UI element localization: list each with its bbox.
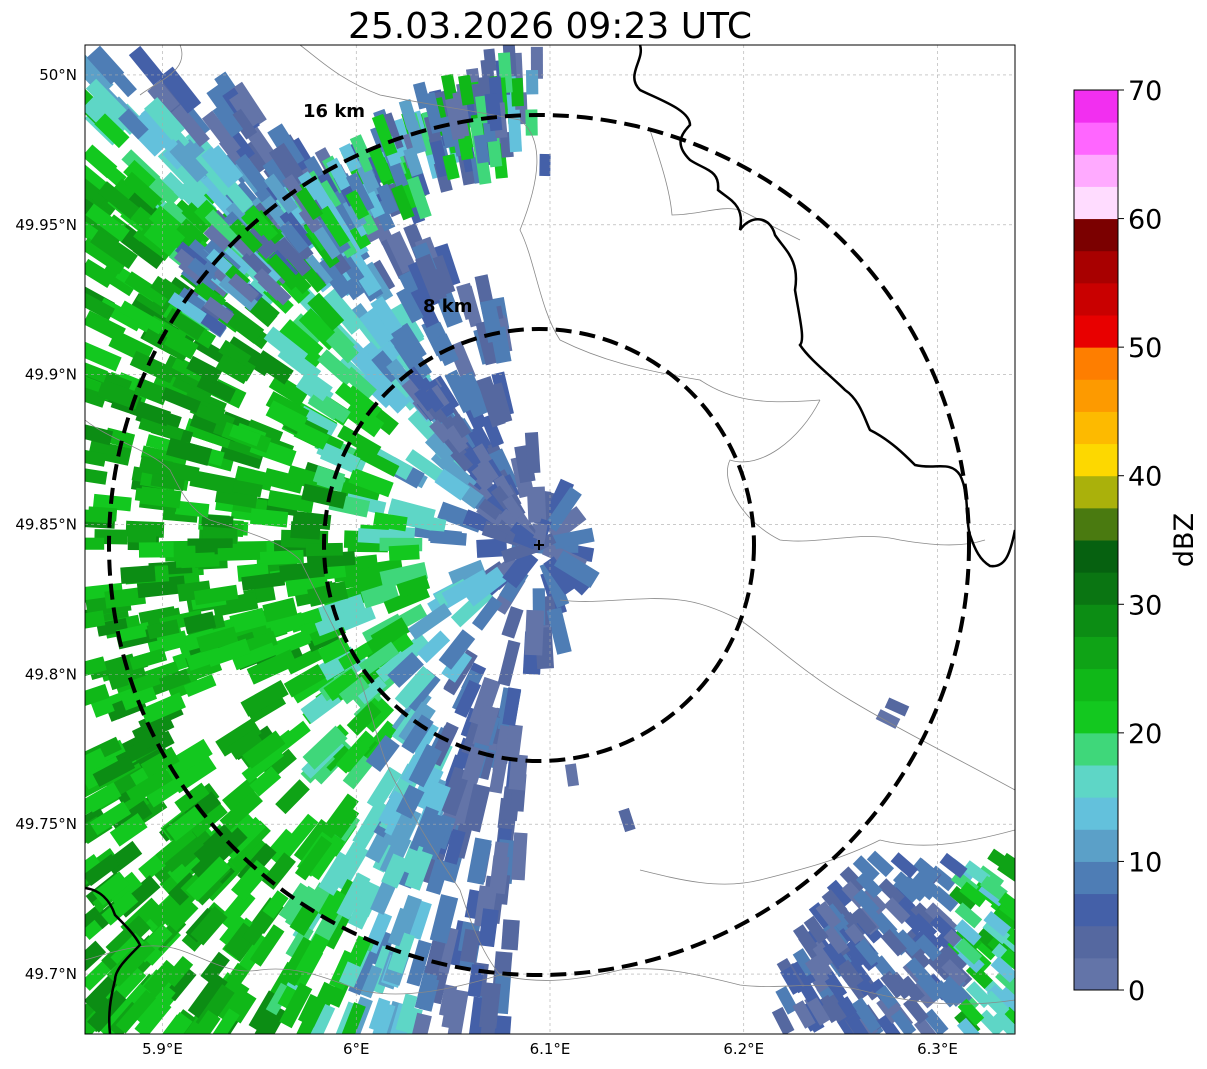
lat-tick-label: 49.9°N bbox=[25, 366, 77, 384]
lat-tick-label: 50°N bbox=[39, 66, 77, 84]
admin-border-west bbox=[85, 419, 501, 976]
colorbar-segment bbox=[1074, 797, 1118, 830]
colorbar-segment bbox=[1074, 347, 1118, 380]
colorbar-segment bbox=[1074, 861, 1118, 895]
colorbar-segment bbox=[1074, 507, 1118, 541]
colorbar-tick-label: 20 bbox=[1128, 719, 1162, 750]
colorbar-frame bbox=[1073, 89, 1119, 991]
colorbar-tick-label: 10 bbox=[1128, 847, 1162, 878]
colorbar-tick-label: 40 bbox=[1128, 462, 1162, 493]
admin-border-north bbox=[139, 45, 821, 403]
colorbar-segment bbox=[1074, 282, 1118, 316]
colorbar-tick-label: 30 bbox=[1128, 590, 1162, 621]
colorbar-segment bbox=[1074, 379, 1118, 412]
colorbar-segment bbox=[1074, 732, 1118, 766]
colorbar-segment bbox=[1074, 443, 1118, 477]
colorbar: 0 10 20 30 40 50 60 70 bbox=[1073, 76, 1162, 1007]
colorbar-tick-label: 50 bbox=[1128, 333, 1162, 364]
colorbar-tick-label: 0 bbox=[1128, 976, 1145, 1007]
ring-label-16km: 16 km bbox=[303, 101, 365, 122]
map-title: 25.03.2026 09:23 UTC bbox=[348, 6, 752, 47]
colorbar-segment bbox=[1074, 765, 1118, 798]
lon-tick-label: 5.9°E bbox=[142, 1040, 183, 1058]
colorbar-segment bbox=[1074, 122, 1118, 155]
lon-tick-label: 6.3°E bbox=[917, 1040, 958, 1058]
admin-border-southeast bbox=[639, 829, 1015, 885]
admin-border-east bbox=[727, 399, 986, 546]
range-ring-8km bbox=[322, 327, 756, 763]
radar-site-marker bbox=[534, 540, 544, 550]
colorbar-segment bbox=[1074, 90, 1118, 123]
colorbar-segment bbox=[1074, 540, 1118, 573]
range-ring-16km bbox=[107, 113, 971, 977]
colorbar-segment bbox=[1074, 315, 1118, 348]
lon-tick-label: 6.2°E bbox=[723, 1040, 764, 1058]
colorbar-segment bbox=[1074, 186, 1118, 220]
admin-border-south bbox=[85, 945, 1015, 1005]
colorbar-segment bbox=[1074, 572, 1118, 605]
map-frame bbox=[84, 44, 1016, 1035]
colorbar-segment bbox=[1074, 604, 1118, 637]
ring-label-8km: 8 km bbox=[423, 296, 473, 317]
axis-ticks: 5.9°E 6°E 6.1°E 6.2°E 6.3°E 50°N 49.95°N 49.9°N… bbox=[15, 66, 958, 1058]
colorbar-tick-label: 70 bbox=[1128, 76, 1162, 107]
national-border-southwest bbox=[85, 886, 142, 1034]
colorbar-segment bbox=[1074, 700, 1118, 734]
radar-reflectivity-layer bbox=[85, 45, 1015, 1034]
range-rings bbox=[107, 113, 971, 977]
lat-tick-label: 49.95°N bbox=[15, 216, 77, 234]
colorbar-segment bbox=[1074, 411, 1118, 445]
colorbar-segment bbox=[1074, 893, 1118, 927]
colorbar-segment bbox=[1074, 475, 1118, 509]
colorbar-segment bbox=[1074, 957, 1118, 991]
colorbar-tick-label: 60 bbox=[1128, 205, 1162, 236]
colorbar-segment bbox=[1074, 218, 1118, 252]
lat-tick-label: 49.75°N bbox=[15, 815, 77, 833]
colorbar-title: dBZ bbox=[1169, 513, 1200, 567]
colorbar-segment bbox=[1074, 925, 1118, 959]
lat-tick-label: 49.85°N bbox=[15, 516, 77, 534]
colorbar-segment bbox=[1074, 829, 1118, 862]
lat-tick-label: 49.8°N bbox=[25, 665, 77, 683]
colorbar-segment bbox=[1074, 250, 1118, 284]
gridlines bbox=[85, 45, 1015, 1034]
colorbar-segment bbox=[1074, 668, 1118, 702]
admin-border-center bbox=[559, 598, 1015, 791]
colorbar-segment bbox=[1074, 154, 1118, 187]
lat-tick-label: 49.7°N bbox=[25, 965, 77, 983]
colorbar-segment bbox=[1074, 636, 1118, 670]
lon-tick-label: 6°E bbox=[343, 1040, 370, 1058]
lon-tick-label: 6.1°E bbox=[530, 1040, 571, 1058]
map-area: 8 km 16 km bbox=[85, 45, 1015, 1034]
